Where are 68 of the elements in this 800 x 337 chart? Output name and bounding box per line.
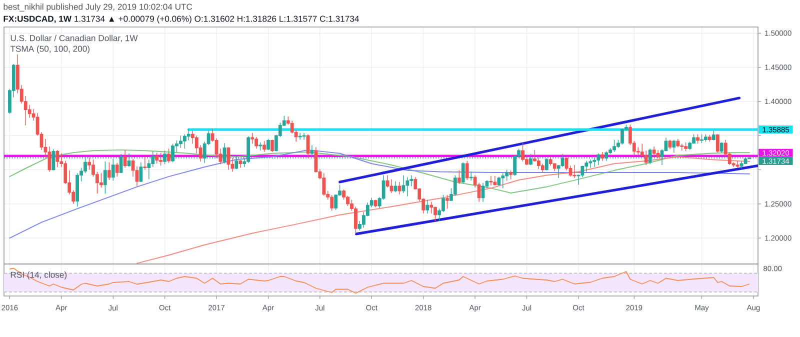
candlestick (493, 176, 497, 186)
candlestick (139, 162, 143, 182)
candlestick (509, 170, 513, 180)
candlestick (270, 139, 274, 152)
candlestick (521, 142, 524, 162)
candlestick (652, 146, 656, 156)
candlestick (302, 132, 306, 140)
candlestick (107, 162, 111, 180)
candlestick (330, 194, 334, 212)
candlestick (155, 152, 159, 164)
candlestick (103, 161, 107, 194)
candlestick (588, 159, 592, 168)
candlestick (708, 134, 712, 142)
candlestick (469, 171, 473, 182)
candlestick (668, 139, 672, 150)
candlestick (680, 143, 684, 151)
candlestick (226, 146, 230, 170)
candlestick (179, 135, 182, 148)
annotation: TSMA (50, 100, 200) (10, 45, 90, 54)
line-series (9, 149, 750, 194)
candlestick (56, 150, 60, 168)
candlestick (672, 139, 676, 154)
candlestick (612, 139, 616, 152)
candlestick (238, 160, 242, 168)
candlestick (426, 199, 430, 214)
candlestick (712, 130, 716, 141)
candlestick (497, 176, 501, 186)
candlestick (656, 150, 660, 158)
chart-title: RSI (14, close) (10, 271, 67, 280)
candlestick (481, 182, 485, 202)
candlestick (720, 142, 724, 154)
candlestick (676, 138, 680, 148)
candlestick (167, 148, 170, 164)
candlestick (402, 174, 406, 194)
candlestick (398, 182, 402, 195)
candlestick (262, 140, 266, 152)
candlestick (457, 170, 461, 184)
candlestick (736, 160, 740, 168)
candlestick (620, 128, 624, 145)
line-series (136, 156, 750, 264)
candlestick (298, 132, 302, 140)
candlestick (254, 136, 258, 149)
candlestick (600, 152, 604, 162)
candlestick (604, 150, 608, 162)
candlestick (266, 138, 270, 150)
candlestick (572, 164, 576, 178)
candlestick (501, 172, 505, 189)
candlestick (489, 176, 493, 186)
candlestick (434, 206, 437, 222)
candlestick (461, 162, 465, 184)
candlestick (716, 134, 720, 154)
candlestick (684, 142, 688, 152)
candlestick (390, 178, 394, 194)
candlestick (306, 134, 310, 158)
candlestick (465, 160, 469, 180)
candlestick (143, 156, 147, 170)
text: U.S. Dollar / Canadian Dollar, 1W (10, 34, 138, 42)
text: best_nikhil published July 29, 2019 10:02:04 UTC (4, 3, 192, 12)
candlestick (704, 134, 708, 142)
candlestick (115, 162, 119, 177)
candlestick (740, 161, 744, 169)
text: FX:USDCAD, 1W 1.31734 ▲ +0.00079 (+0.06%) O:1.31602 H:1.31826 L:1.31577 C:1.31734 (4, 15, 359, 24)
candlestick (123, 150, 127, 168)
candlestick (406, 176, 410, 197)
candlestick (374, 199, 378, 208)
candlestick (322, 172, 326, 196)
candlestick (394, 181, 398, 193)
candlestick (446, 194, 449, 210)
